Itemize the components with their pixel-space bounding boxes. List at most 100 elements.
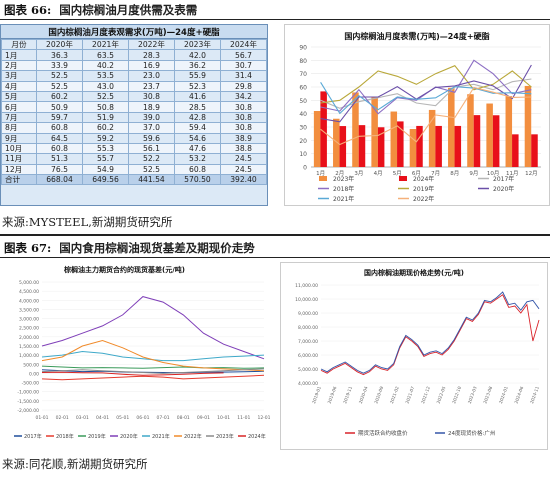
legend-label: 24度现货价格:广州 xyxy=(448,429,495,437)
y-tick-label: 0 xyxy=(303,165,307,172)
y-tick-label: 1,000.00 xyxy=(19,353,39,359)
x-tick-label: 02-01 xyxy=(56,415,69,421)
table-cell: 52.5 xyxy=(82,90,129,103)
table-cell: 38.8 xyxy=(219,142,268,155)
table-cell: 43.0 xyxy=(82,80,129,92)
table-cell: 12月 xyxy=(0,163,38,176)
table-cell: 38.9 xyxy=(219,132,268,144)
y-tick-label: 10,000.00 xyxy=(295,297,318,303)
x-tick-label: 5月 xyxy=(393,170,402,177)
figure-66-title: 国内棕榈油月度供需及表需 xyxy=(59,3,198,17)
table-cell: 52.5 xyxy=(36,70,83,82)
table-cell: 2月 xyxy=(0,59,38,72)
table-cell: 64.5 xyxy=(36,132,83,144)
x-tick-label: 9月 xyxy=(469,170,478,177)
basis-chart: 棕榈油主力期货合约的现货基差(元/吨) 5,000.00 4,500.00 4,000… xyxy=(2,262,271,450)
y-tick-label: 80 xyxy=(299,58,307,65)
table-cell: 16.9 xyxy=(127,59,175,72)
table-row: 6月 50.9 50.8 18.9 28.5 30.8 xyxy=(0,101,268,113)
table-row: 3月 52.5 53.5 23.0 55.9 31.4 xyxy=(0,70,268,82)
table-cell: 7月 xyxy=(0,111,38,124)
line-2019年 xyxy=(41,365,265,369)
table-cell: 60.2 xyxy=(36,90,83,103)
y-tick-label: 20 xyxy=(299,138,307,145)
table-cell: 40.2 xyxy=(82,59,129,72)
x-tick-label: 01-01 xyxy=(35,415,48,421)
y-tick-label: 3,500.00 xyxy=(19,307,39,313)
x-tick-label: 09-01 xyxy=(197,415,210,421)
x-tick-label: 10-01 xyxy=(217,415,230,421)
table-cell: 54.9 xyxy=(82,163,129,176)
table-row: 合计 668.04 649.56 441.54 570.50 392.40 xyxy=(0,174,268,186)
price-svg: 国内棕榈油期现价格走势(元/吨) 11,000.00 10,000.00 9,000.… xyxy=(295,268,541,437)
table-cell: 52.2 xyxy=(127,153,175,165)
source-note-1: 来源:MYSTEEL,新湖期货研究所 xyxy=(2,215,173,229)
x-tick-label: 2021-02 xyxy=(389,385,401,404)
line-期货活跃合约收盘价 xyxy=(320,294,540,376)
bar-2023年 xyxy=(371,97,378,167)
table-row: 9月 64.5 59.2 59.6 54.6 38.9 xyxy=(0,132,268,144)
x-tick-label: 06-01 xyxy=(136,415,149,421)
table-row: 5月 60.2 52.5 30.8 41.6 34.2 xyxy=(0,90,268,103)
legend-swatch xyxy=(399,176,407,181)
table-cell: 63.5 xyxy=(82,49,129,61)
x-tick-label: 2020-04 xyxy=(358,385,370,404)
table-cell: 60.8 xyxy=(36,142,83,155)
legend-label: 2020年 xyxy=(493,185,514,193)
table-cell: 4月 xyxy=(0,80,38,92)
bar-2024年 xyxy=(454,125,462,167)
y-tick-label: 40 xyxy=(299,111,307,118)
table-cell: 50.9 xyxy=(36,101,83,113)
table-cell: 30.8 xyxy=(219,122,268,134)
x-tick-label: 2023-08 xyxy=(482,385,494,404)
table-cell: 24.5 xyxy=(219,153,268,165)
table-cell: 39.0 xyxy=(127,111,175,124)
y-tick-label: 60 xyxy=(299,85,307,92)
line-24度现货价格:广州 xyxy=(320,291,540,374)
line-2024年 xyxy=(41,371,224,376)
x-tick-label: 04-01 xyxy=(96,415,109,421)
x-tick-label: 2019-01 xyxy=(311,385,323,404)
table-cell: 30.8 xyxy=(127,90,175,103)
x-tick-label: 12-01 xyxy=(257,415,270,421)
x-tick-label: 2019-11 xyxy=(342,385,354,404)
bar-2024年 xyxy=(416,125,423,167)
legend-label: 2023年 xyxy=(216,433,234,440)
bar-2024年 xyxy=(473,115,481,167)
table-cell: 59.2 xyxy=(82,132,129,144)
table-cell: 54.6 xyxy=(173,132,221,144)
table-cell: 42.0 xyxy=(173,49,221,61)
table-cell: 76.5 xyxy=(36,163,83,176)
y-tick-label: 3,000.00 xyxy=(19,317,39,323)
table-cell: 18.9 xyxy=(127,101,175,113)
line-2017年 xyxy=(41,369,265,374)
source-note-2: 来源:同花顺,新湖期货研究所 xyxy=(2,457,148,471)
table-cell: 59.4 xyxy=(173,122,221,134)
bar-2024年 xyxy=(397,121,404,167)
y-tick-label: 5,000.00 xyxy=(19,280,39,286)
table-row: 2月 33.9 40.2 16.9 36.2 30.7 xyxy=(0,59,268,72)
y-tick-label: 4,000.00 xyxy=(19,298,39,304)
table-cell: 23.0 xyxy=(127,70,175,82)
legend-label: 2021年 xyxy=(333,195,354,203)
bar-2024年 xyxy=(512,134,519,167)
bar-2024年 xyxy=(358,125,366,167)
table-row: 10月 60.8 55.3 56.1 47.6 38.8 xyxy=(0,142,268,155)
table-cell: 649.56 xyxy=(82,174,129,186)
table-cell: 8月 xyxy=(0,122,38,134)
table-header-cell: 2021年 xyxy=(82,38,129,51)
y-tick-label: 70 xyxy=(299,71,307,78)
figure-66-caption: 图表 66: 国内棕榈油月度供需及表需 xyxy=(0,0,550,20)
table-header-row: 月份 2020年 2021年 2022年 2023年 2024年 xyxy=(0,38,268,51)
legend-label: 2024年 xyxy=(413,175,434,183)
table-cell: 30.8 xyxy=(219,111,268,124)
line-2022年 xyxy=(41,339,265,372)
line-2023年 xyxy=(41,368,265,374)
y-tick-label: 5,000.00 xyxy=(298,367,318,373)
table-header-cell: 2023年 xyxy=(173,38,221,51)
bar-2024年 xyxy=(492,115,500,167)
table-cell: 31.4 xyxy=(219,70,268,82)
legend-label: 2022年 xyxy=(413,195,434,203)
table-cell: 56.1 xyxy=(127,142,175,155)
x-tick-label: 1月 xyxy=(316,170,325,177)
